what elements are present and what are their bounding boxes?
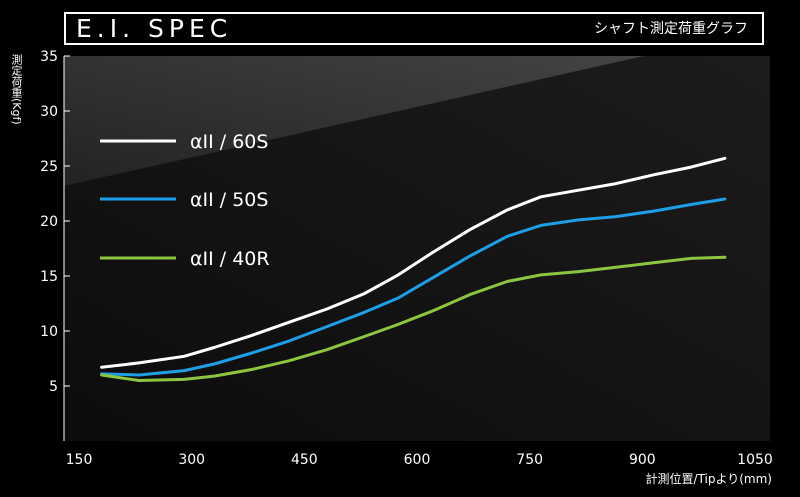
plot-highlight-band [64, 56, 644, 186]
x-tick-label: 900 [629, 452, 656, 468]
legend-label-1: αII / 50S [190, 189, 268, 211]
chart-title: E.I. SPEC [76, 14, 233, 43]
series-layer [100, 156, 727, 382]
y-axis-label: 測定荷重(Kgf) [10, 54, 23, 125]
axes: 5 10 15 20 25 30 35 150 300 450 600 750 900 1050 [40, 49, 773, 468]
y-tick-label: 30 [40, 104, 58, 120]
legend-label-2: αII / 40R [190, 248, 270, 270]
y-tick-label: 5 [49, 379, 58, 395]
x-tick-label: 600 [404, 452, 431, 468]
y-tick-label: 15 [40, 269, 58, 285]
series-line-2 [100, 255, 727, 382]
plot-background [64, 56, 770, 441]
x-tick-label: 1050 [737, 452, 773, 468]
legend-label-0: αII / 60S [190, 131, 268, 153]
y-tick-label: 20 [40, 214, 58, 230]
y-tick-label: 35 [40, 49, 58, 65]
chart-header: E.I. SPEC シャフト測定荷重グラフ [64, 12, 764, 45]
y-tick-label: 10 [40, 324, 58, 340]
x-axis-label: 計測位置/Tipより(mm) [645, 472, 772, 486]
series-line-1 [100, 197, 727, 377]
y-tick-label: 25 [40, 159, 58, 175]
x-tick-label: 150 [66, 452, 93, 468]
x-tick-label: 300 [178, 452, 205, 468]
x-tick-label: 450 [291, 452, 318, 468]
series-line-0 [100, 156, 727, 369]
legend: αII / 60S αII / 50S αII / 40R [100, 131, 270, 270]
x-tick-label: 750 [516, 452, 543, 468]
chart-subtitle: シャフト測定荷重グラフ [594, 21, 748, 37]
